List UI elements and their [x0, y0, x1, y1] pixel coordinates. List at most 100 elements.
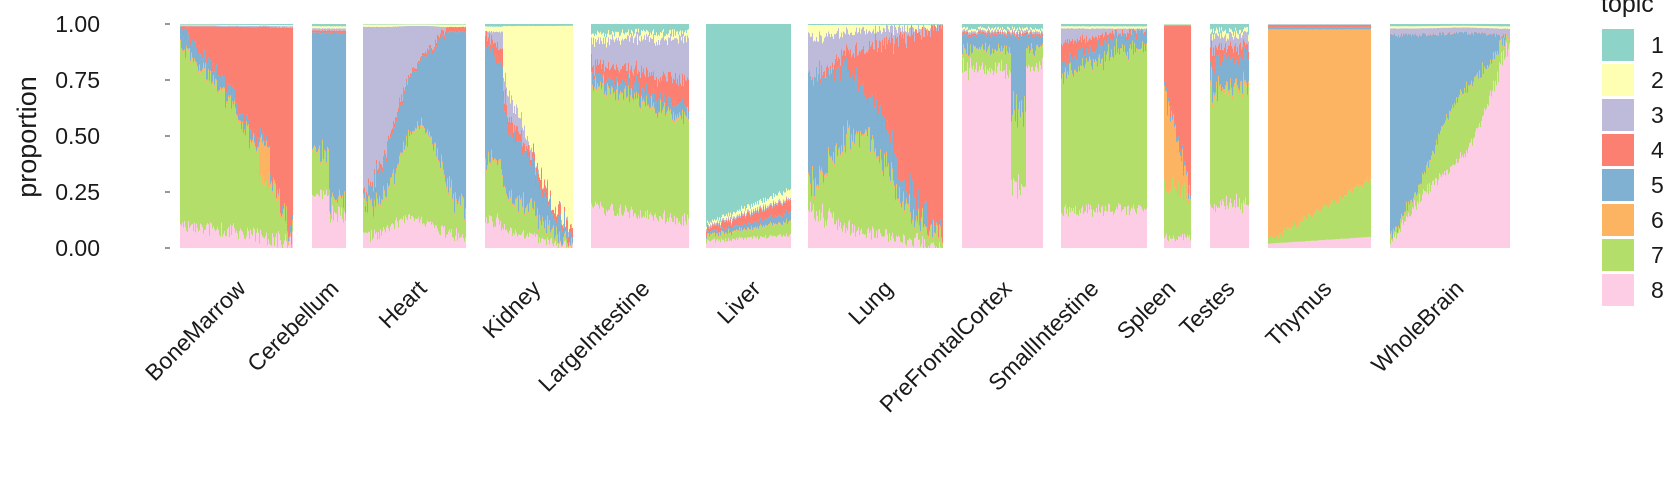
stack-segment-topic-5: [660, 92, 662, 100]
stack-segment-topic-5: [376, 164, 378, 193]
stack-segment-topic-1: [879, 24, 881, 25]
stack-segment-topic-7: [190, 62, 192, 227]
stack-segment-topic-3: [237, 25, 239, 27]
stack-segment-topic-3: [774, 204, 776, 207]
stack-segment-topic-1: [859, 24, 861, 25]
stack-segment-topic-4: [742, 215, 744, 226]
stack-segment-topic-5: [764, 219, 766, 227]
stack-segment-topic-4: [385, 153, 387, 159]
stack-segment-topic-1: [238, 24, 240, 25]
stack-segment-topic-2: [617, 32, 619, 41]
stack-segment-topic-8: [214, 229, 216, 249]
stack-segment-topic-7: [496, 162, 498, 218]
stack-segment-topic-2: [744, 205, 746, 212]
stack-segment-topic-8: [455, 235, 457, 249]
stack-segment-topic-4: [409, 76, 411, 80]
stack-segment-topic-1: [836, 24, 838, 25]
stack-segment-topic-5: [632, 90, 634, 99]
stack-segment-topic-6: [195, 61, 197, 64]
stack-segment-topic-1: [814, 24, 816, 26]
stack-segment-topic-7: [883, 178, 885, 237]
stack-segment-topic-7: [921, 219, 923, 245]
stack-segment-topic-4: [881, 51, 883, 135]
stack-segment-topic-6: [594, 87, 596, 90]
stack-segment-topic-1: [204, 24, 206, 25]
stack-segment-topic-7: [222, 90, 224, 237]
stack-segment-topic-8: [217, 227, 219, 249]
stack-segment-topic-8: [428, 221, 430, 249]
stack-segment-topic-5: [736, 224, 738, 230]
stack-segment-topic-6: [278, 195, 280, 200]
stack-segment-topic-6: [853, 128, 855, 131]
stack-segment-topic-4: [635, 65, 637, 86]
stack-segment-topic-2: [764, 202, 766, 210]
stack-segment-topic-6: [604, 94, 606, 97]
stack-segment-topic-7: [334, 200, 336, 212]
stack-segment-topic-7: [708, 234, 710, 241]
stack-segment-topic-2: [739, 209, 741, 215]
stack-segment-topic-8: [277, 247, 279, 249]
stack-segment-topic-1: [382, 24, 384, 25]
stack-segment-topic-7: [903, 193, 905, 235]
stack-segment-topic-5: [366, 196, 368, 202]
stack-segment-topic-3: [759, 206, 761, 209]
stack-segment-topic-4: [531, 160, 533, 166]
stack-segment-topic-4: [339, 30, 341, 33]
stack-segment-topic-6: [607, 83, 609, 86]
stack-segment-topic-6: [364, 198, 366, 201]
stack-segment-topic-4: [614, 68, 616, 85]
stack-segment-topic-4: [595, 59, 597, 66]
stack-segment-topic-2: [854, 24, 856, 35]
stack-segment-topic-2: [458, 24, 460, 27]
stack-segment-topic-8: [854, 225, 856, 249]
stack-segment-topic-1: [850, 24, 852, 25]
stack-segment-topic-3: [725, 219, 727, 222]
stack-segment-topic-5: [329, 32, 331, 190]
stack-segment-topic-8: [399, 219, 401, 249]
stack-segment-topic-8: [600, 201, 602, 249]
stack-segment-topic-5: [368, 182, 370, 196]
stack-segment-topic-6: [442, 161, 444, 164]
stack-segment-topic-8: [609, 210, 611, 249]
stack-segment-topic-1: [329, 24, 331, 27]
stack-segment-topic-4: [322, 29, 324, 32]
stack-segment-topic-4: [452, 26, 454, 32]
stack-segment-topic-7: [558, 244, 560, 249]
stack-segment-topic-4: [764, 211, 766, 220]
stack-segment-topic-3: [315, 28, 317, 31]
stack-segment-topic-6: [246, 121, 248, 125]
stack-segment-topic-3: [490, 32, 492, 45]
stack-segment-topic-7: [869, 129, 871, 233]
stack-segment-topic-3: [768, 206, 770, 209]
stack-segment-topic-8: [398, 227, 400, 249]
stack-segment-topic-2: [630, 33, 632, 38]
stack-segment-topic-3: [408, 25, 410, 76]
stack-segment-topic-3: [373, 27, 375, 192]
stack-segment-topic-3: [606, 47, 608, 68]
stack-segment-topic-5: [912, 180, 914, 220]
stack-segment-topic-1: [622, 24, 624, 30]
stack-segment-topic-1: [490, 24, 492, 27]
stack-segment-topic-2: [560, 25, 562, 203]
stack-segment-topic-1: [286, 24, 288, 26]
stack-segment-topic-8: [518, 234, 520, 249]
stack-segment-topic-8: [197, 228, 199, 249]
stack-segment-topic-4: [757, 209, 759, 221]
stack-segment-topic-7: [554, 240, 556, 243]
stack-segment-topic-1: [782, 24, 784, 196]
stack-segment-topic-3: [771, 203, 773, 206]
stack-segment-topic-1: [279, 24, 281, 26]
stack-segment-topic-4: [420, 57, 422, 61]
stack-segment-topic-6: [648, 104, 650, 107]
stack-segment-topic-6: [862, 133, 864, 137]
stack-segment-topic-6: [519, 194, 521, 197]
stack-segment-topic-6: [386, 197, 388, 200]
stack-segment-topic-5: [738, 225, 740, 231]
stack-segment-topic-8: [432, 222, 434, 249]
stack-segment-topic-1: [283, 24, 285, 26]
stack-segment-topic-8: [413, 217, 415, 249]
stack-segment-topic-7: [207, 81, 209, 224]
stack-segment-topic-5: [537, 170, 539, 208]
stack-segment-topic-3: [844, 32, 846, 50]
stack-segment-topic-3: [641, 36, 643, 66]
